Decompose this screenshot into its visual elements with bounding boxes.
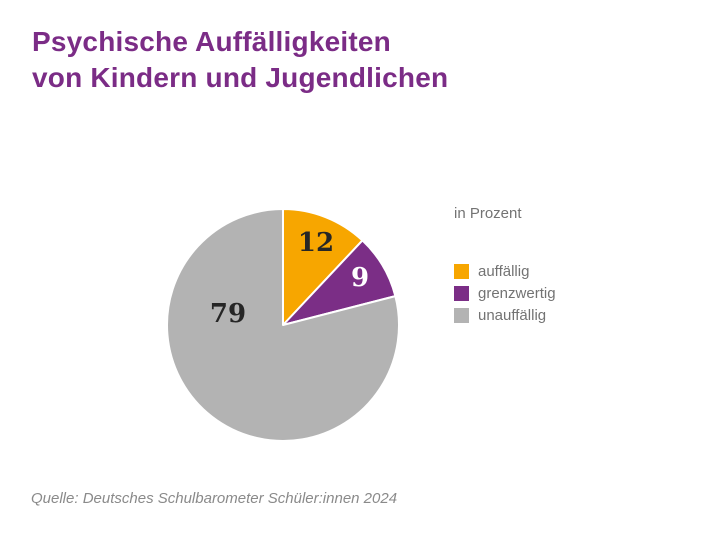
pie-chart: 12 9 79 — [166, 208, 400, 442]
chart-title-line2: von Kindern und Jugendlichen — [32, 62, 449, 93]
legend: in Prozent auffällig grenzwertig unauffäll… — [454, 204, 634, 330]
chart-title-line1: Psychische Auffälligkeiten — [32, 26, 391, 57]
legend-items: auffällig grenzwertig unauffällig — [454, 264, 634, 323]
legend-swatch-grenzwertig — [454, 286, 469, 301]
pie-slice-unauffaellig — [166, 208, 400, 442]
legend-swatch-auffaellig — [454, 264, 469, 279]
pie-value-label-auffaellig: 12 — [298, 228, 334, 258]
legend-item-grenzwertig: grenzwertig — [454, 286, 634, 301]
pie-value-label-unauffaellig: 79 — [210, 299, 246, 329]
legend-label-auffaellig: auffällig — [478, 263, 530, 280]
pie-slice-auffaellig — [282, 208, 364, 326]
legend-label-grenzwertig: grenzwertig — [478, 285, 556, 302]
legend-item-auffaellig: auffällig — [454, 264, 634, 279]
legend-item-unauffaellig: unauffällig — [454, 308, 634, 323]
legend-label-unauffaellig: unauffällig — [478, 307, 547, 324]
pie-value-label-grenzwertig: 9 — [351, 263, 369, 293]
chart-title: Psychische Auffälligkeiten von Kindern u… — [32, 24, 448, 96]
legend-unit-label: in Prozent — [454, 205, 522, 222]
source-caption: Quelle: Deutsches Schulbarometer Schüler… — [31, 490, 398, 507]
legend-swatch-unauffaellig — [454, 308, 469, 323]
